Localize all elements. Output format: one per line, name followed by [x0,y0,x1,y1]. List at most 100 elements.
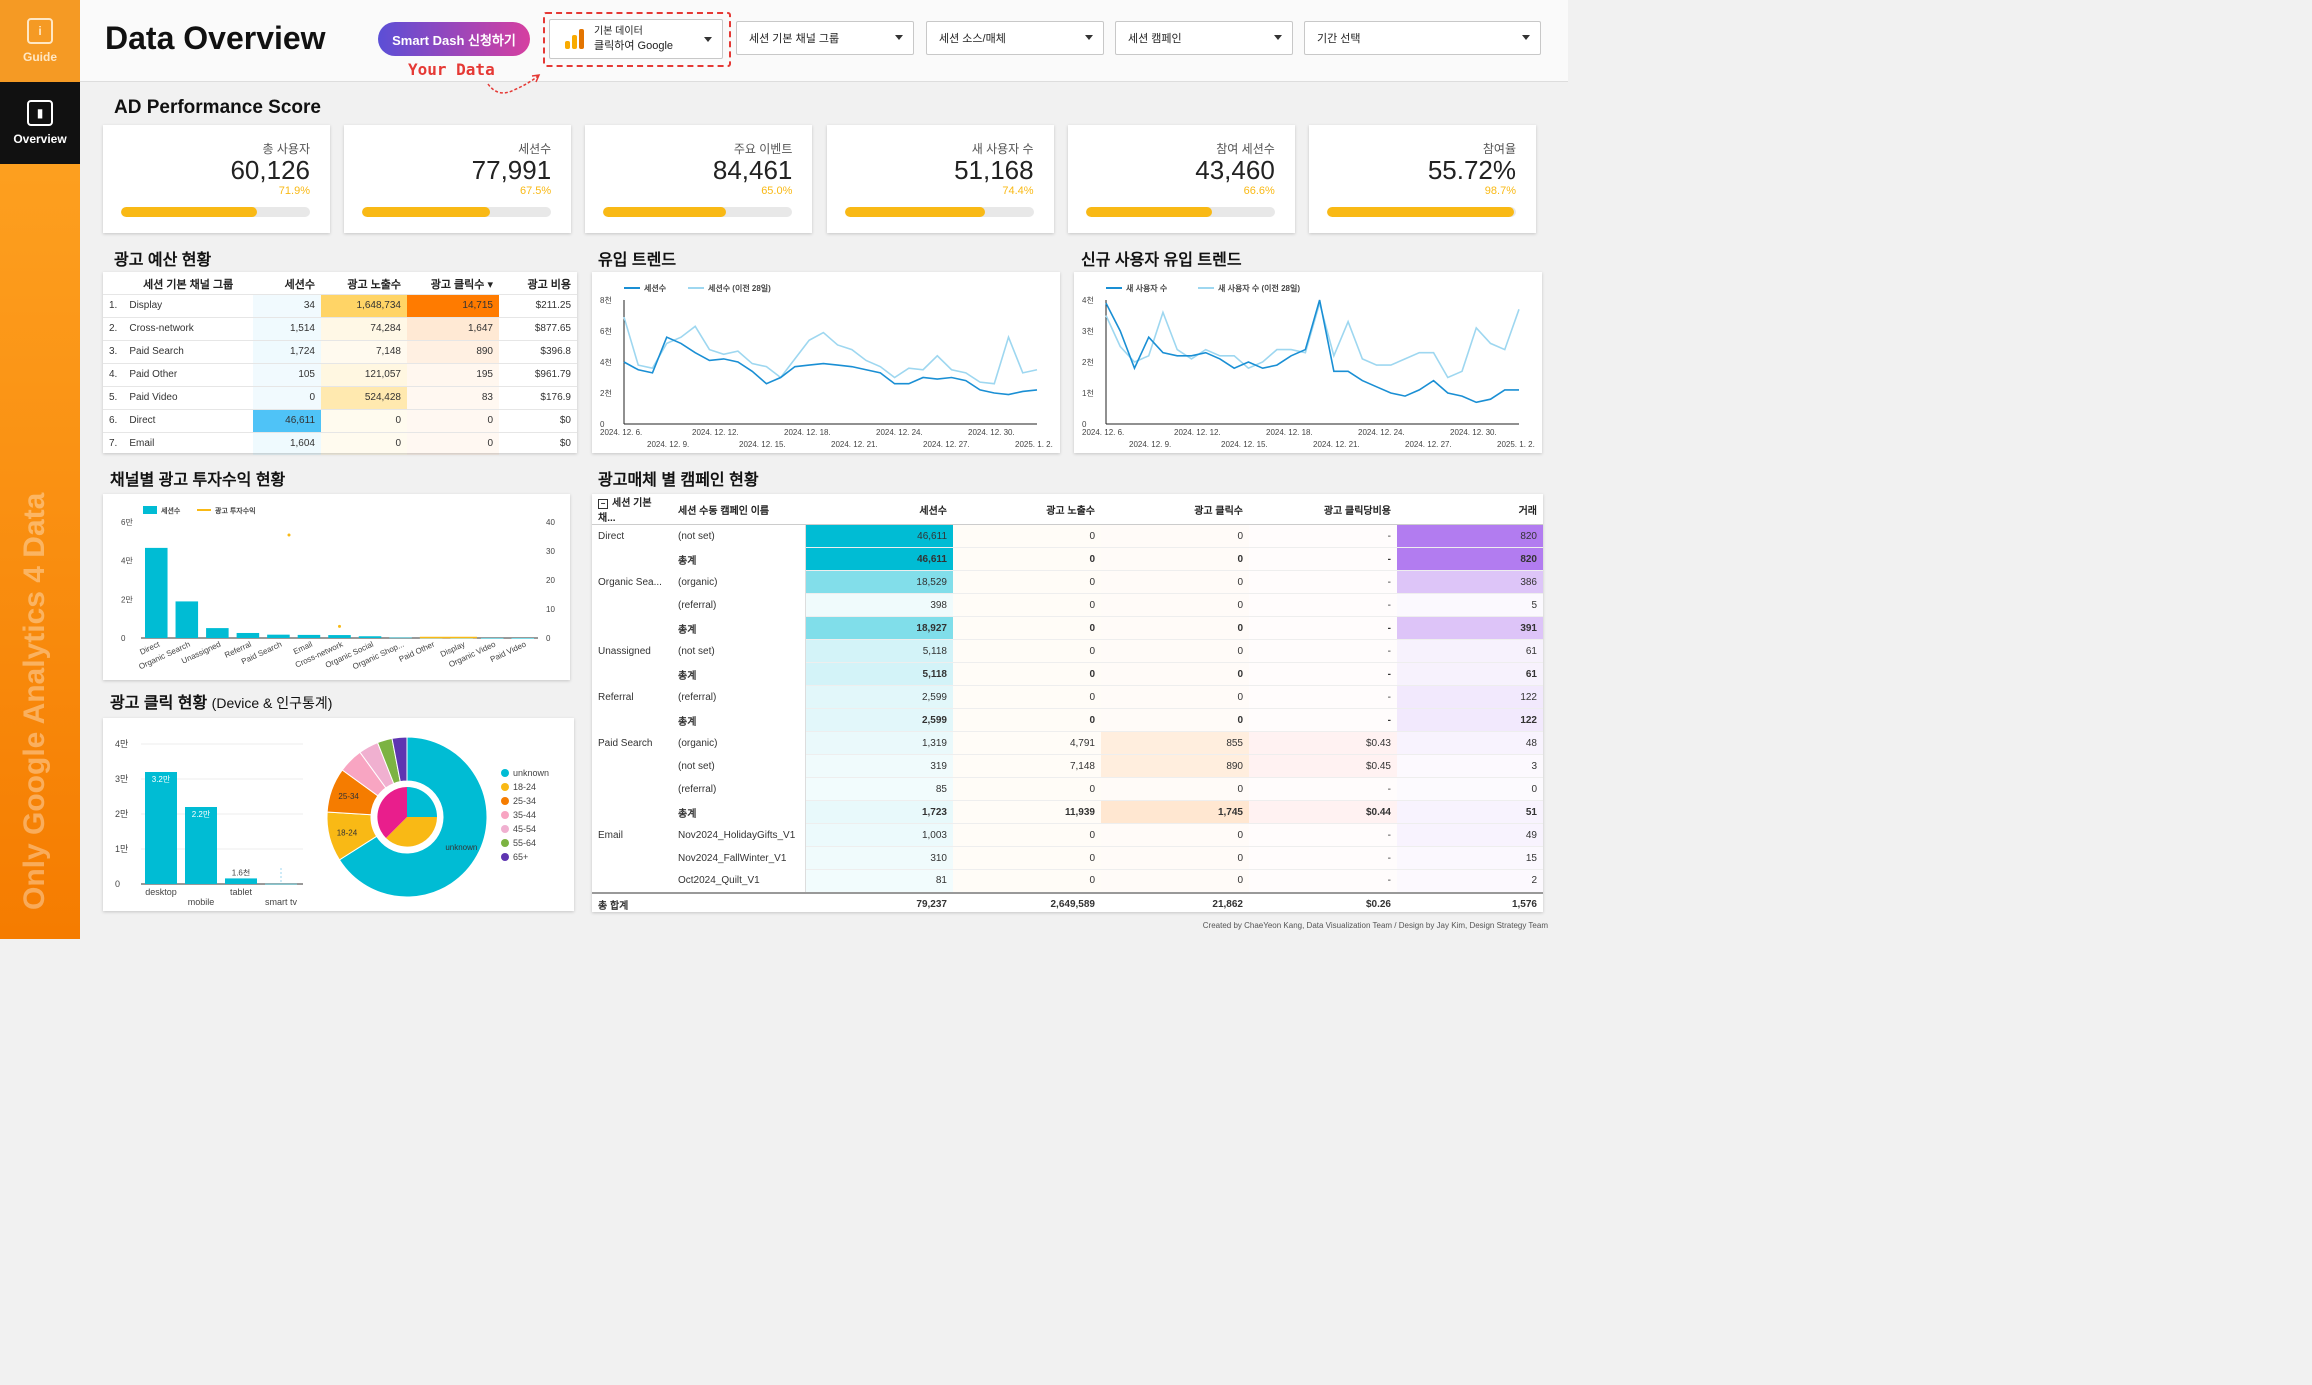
campaign-table: − 세션 기본 채... 세션 수동 캠페인 이름 세션수 광고 노출수 광고 클릭수 광고… [592,494,1543,916]
kpi-percent: 66.6% [1243,185,1275,197]
kpi-progress-bar [603,207,793,217]
bar [145,547,168,638]
legend-swatch [501,769,509,777]
kpi-progress-fill [1085,207,1212,217]
transactions-cell: 5 [1397,593,1543,617]
sidebar-item-guide[interactable]: i Guide [0,0,80,82]
x-tick-label: 2024. 12. 6. [600,428,642,437]
y-tick-label: 8천 [600,295,612,305]
y-tick-label: 2만 [115,809,128,819]
kpi-card: 참여율 55.72% 98.7% [1309,125,1536,233]
cost-cell: $877.65 [499,316,577,340]
bar [267,634,290,638]
cpc-cell: - [1249,593,1397,617]
legend-label: 65+ [513,852,528,862]
x-tick-label: 2024. 12. 15. [1221,440,1268,449]
kpi-percent: 65.0% [761,185,793,197]
budget-header[interactable]: 광고 클릭수 ▾ [430,278,493,291]
slice-label: 25-34 [338,792,359,801]
y2-tick-label: 40 [546,518,555,527]
sessions-cell: 1,319 [805,731,953,755]
channel-group-cell [592,755,672,778]
campaign-name-cell: 총계 [672,708,806,732]
arrow-annotation-icon [487,74,541,94]
sidebar-item-overview[interactable]: ▮ Overview [0,82,80,164]
y-tick-label: 6천 [600,326,612,336]
channel-name: Paid Other [123,362,253,386]
filter-date-range[interactable]: 기간 선택 [1304,21,1541,55]
chevron-down-icon [1522,35,1530,40]
channel-group-cell [592,778,672,801]
device-title: 광고 클릭 현황 (Device & 인구통계) [110,689,332,713]
pie-slice [338,736,488,898]
bar [185,807,217,884]
roi-point [287,533,291,537]
legend-label: 18-24 [513,782,536,792]
clicks-cell: 0 [1101,846,1249,870]
sessions-cell: 1,514 [253,316,321,340]
inner-slice [377,787,407,838]
x-tick-label: 2024. 12. 6. [1082,428,1124,437]
clicks-cell: 1,745 [1101,800,1249,824]
subtotal-row: 총계 1,723 11,939 1,745 $0.44 51 [592,800,1543,824]
kpi-percent: 67.5% [519,185,552,197]
cpc-cell: $0.45 [1249,754,1397,778]
campaign-header: 광고 노출수 [953,494,1101,525]
header-label: 광고 노출수 [1046,505,1095,517]
legend-label: 새 사용자 수 (이전 28일) [1218,283,1300,293]
sessions-cell: 319 [805,754,953,778]
device-title-sub: (Device & 인구통계) [211,695,333,711]
clicks-cell: 0 [1101,823,1249,847]
smart-dash-button[interactable]: Smart Dash 신청하기 [378,22,530,56]
chevron-down-icon [1085,35,1093,40]
filter-label: 세션 기본 채널 그룹 [749,33,840,45]
legend-swatch [501,783,509,791]
kpi-progress-bar [362,207,552,217]
channel-group-cell [592,594,672,617]
row-index: 1. [103,293,124,317]
inner-slice [407,787,437,817]
sessions-cell: 2,599 [805,708,953,732]
filter-campaign[interactable]: 세션 캠페인 [1115,21,1293,55]
campaign-name-cell: 총계 [672,616,806,640]
data-source-line1: 기본 데이터 [594,26,643,37]
data-source-dropdown[interactable]: 기본 데이터 클릭하여 Google [549,19,723,59]
y-tick-label: 4천 [600,357,612,367]
kpi-card: 새 사용자 수 51,168 74.4% [826,125,1054,233]
y2-tick-label: 10 [546,605,555,614]
sessions-cell: 1,003 [805,823,953,847]
table-row: 4. Paid Other 105 121,057 195 $961.79 [103,362,577,386]
total-transactions: 1,576 [1397,891,1543,916]
legend-swatch [501,839,509,847]
channel-group-cell [592,663,672,686]
total-cpc: $0.26 [1249,891,1397,916]
clicks-cell: 0 [1101,708,1249,732]
clicks-cell: 855 [1101,731,1249,755]
campaign-name-cell: (not set) [672,754,806,778]
x-tick-label: desktop [145,887,177,897]
impressions-cell: 0 [953,823,1101,847]
data-source-line2: 클릭하여 Google [594,40,674,52]
legend-label: 세션수 [161,506,181,515]
y-tick-label: 0 [1082,420,1087,429]
cpc-cell: - [1249,823,1397,847]
campaign-name-cell: 총계 [672,800,806,824]
channel-name: Display [123,293,253,317]
filter-label: 세션 소스/매체 [939,33,1006,45]
sessions-cell: 1,724 [253,339,321,363]
y-tick-label: 2천 [1082,357,1094,367]
filter-channel-group[interactable]: 세션 기본 채널 그룹 [736,21,914,55]
impressions-cell: 0 [953,662,1101,686]
bar [480,637,504,639]
campaign-name-cell: (referral) [672,593,806,617]
collapse-icon[interactable]: − [598,499,608,509]
clicks-cell: 0 [407,408,499,432]
bar [206,628,229,638]
legend-label: 55-64 [513,838,536,848]
legend-swatch [501,811,509,819]
filter-source-medium[interactable]: 세션 소스/매체 [926,21,1104,55]
x-tick-label: 2024. 12. 24. [876,428,923,437]
impressions-cell: 11,939 [953,800,1101,824]
table-row: 5. Paid Video 0 524,428 83 $176.9 [103,385,577,409]
cost-cell: $0 [499,408,577,432]
